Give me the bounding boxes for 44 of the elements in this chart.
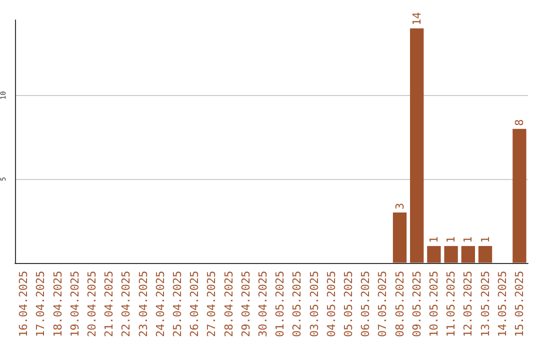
x-tick-label: 06.05.2025 <box>359 270 372 338</box>
x-tick-label: 17.04.2025 <box>34 270 48 338</box>
bar <box>392 212 407 263</box>
x-tick-label: 21.04.2025 <box>102 270 116 338</box>
x-tick-label: 23.04.2025 <box>136 270 150 338</box>
x-tick-label: 15.05.2025 <box>512 270 526 338</box>
x-tick-label: 11.05.2025 <box>444 270 458 338</box>
x-tick-label: 26.04.2025 <box>188 270 202 338</box>
x-tick-label: 14.05.2025 <box>496 270 509 338</box>
x-tick-label: 12.05.2025 <box>462 270 475 338</box>
data-label: 1 <box>427 236 440 244</box>
bar <box>427 246 441 263</box>
x-tick-label: 29.04.2025 <box>239 270 252 338</box>
x-tick-label: 27.04.2025 <box>205 270 218 338</box>
x-tick-label: 19.04.2025 <box>68 270 82 338</box>
x-tick-label: 04.05.2025 <box>324 270 338 338</box>
x-tick-label: 18.04.2025 <box>51 270 64 338</box>
x-tick-label: 28.04.2025 <box>222 270 236 338</box>
bar <box>478 246 492 263</box>
data-label: 8 <box>512 119 526 126</box>
x-tick-label: 01.05.2025 <box>274 270 287 338</box>
x-tick-label: 09.05.2025 <box>410 270 424 338</box>
x-tick-label: 10.05.2025 <box>427 270 440 338</box>
x-tick-label: 13.05.2025 <box>478 270 492 338</box>
x-tick-label: 24.04.2025 <box>154 270 167 338</box>
bar <box>512 128 526 263</box>
data-label: 1 <box>462 236 475 244</box>
data-label: 3 <box>393 202 406 210</box>
x-tick-label: 08.05.2025 <box>393 270 406 338</box>
bar <box>444 246 458 263</box>
x-tick-label: 03.05.2025 <box>308 270 321 338</box>
x-tick-label: 02.05.2025 <box>290 270 304 338</box>
x-tick-label: 22.04.2025 <box>120 270 133 338</box>
x-tick-label: 07.05.2025 <box>376 270 390 338</box>
data-label: 1 <box>478 236 492 244</box>
data-label: 1 <box>444 236 458 244</box>
x-tick-label: 16.04.2025 <box>17 270 30 338</box>
x-tick-label: 25.04.2025 <box>170 270 184 338</box>
x-tick-label: 20.04.2025 <box>85 270 98 338</box>
data-label: 14 <box>410 12 424 26</box>
bar <box>461 246 475 263</box>
x-tick-label: 30.04.2025 <box>256 270 270 338</box>
x-tick-label: 05.05.2025 <box>342 270 355 338</box>
bar <box>410 28 424 263</box>
